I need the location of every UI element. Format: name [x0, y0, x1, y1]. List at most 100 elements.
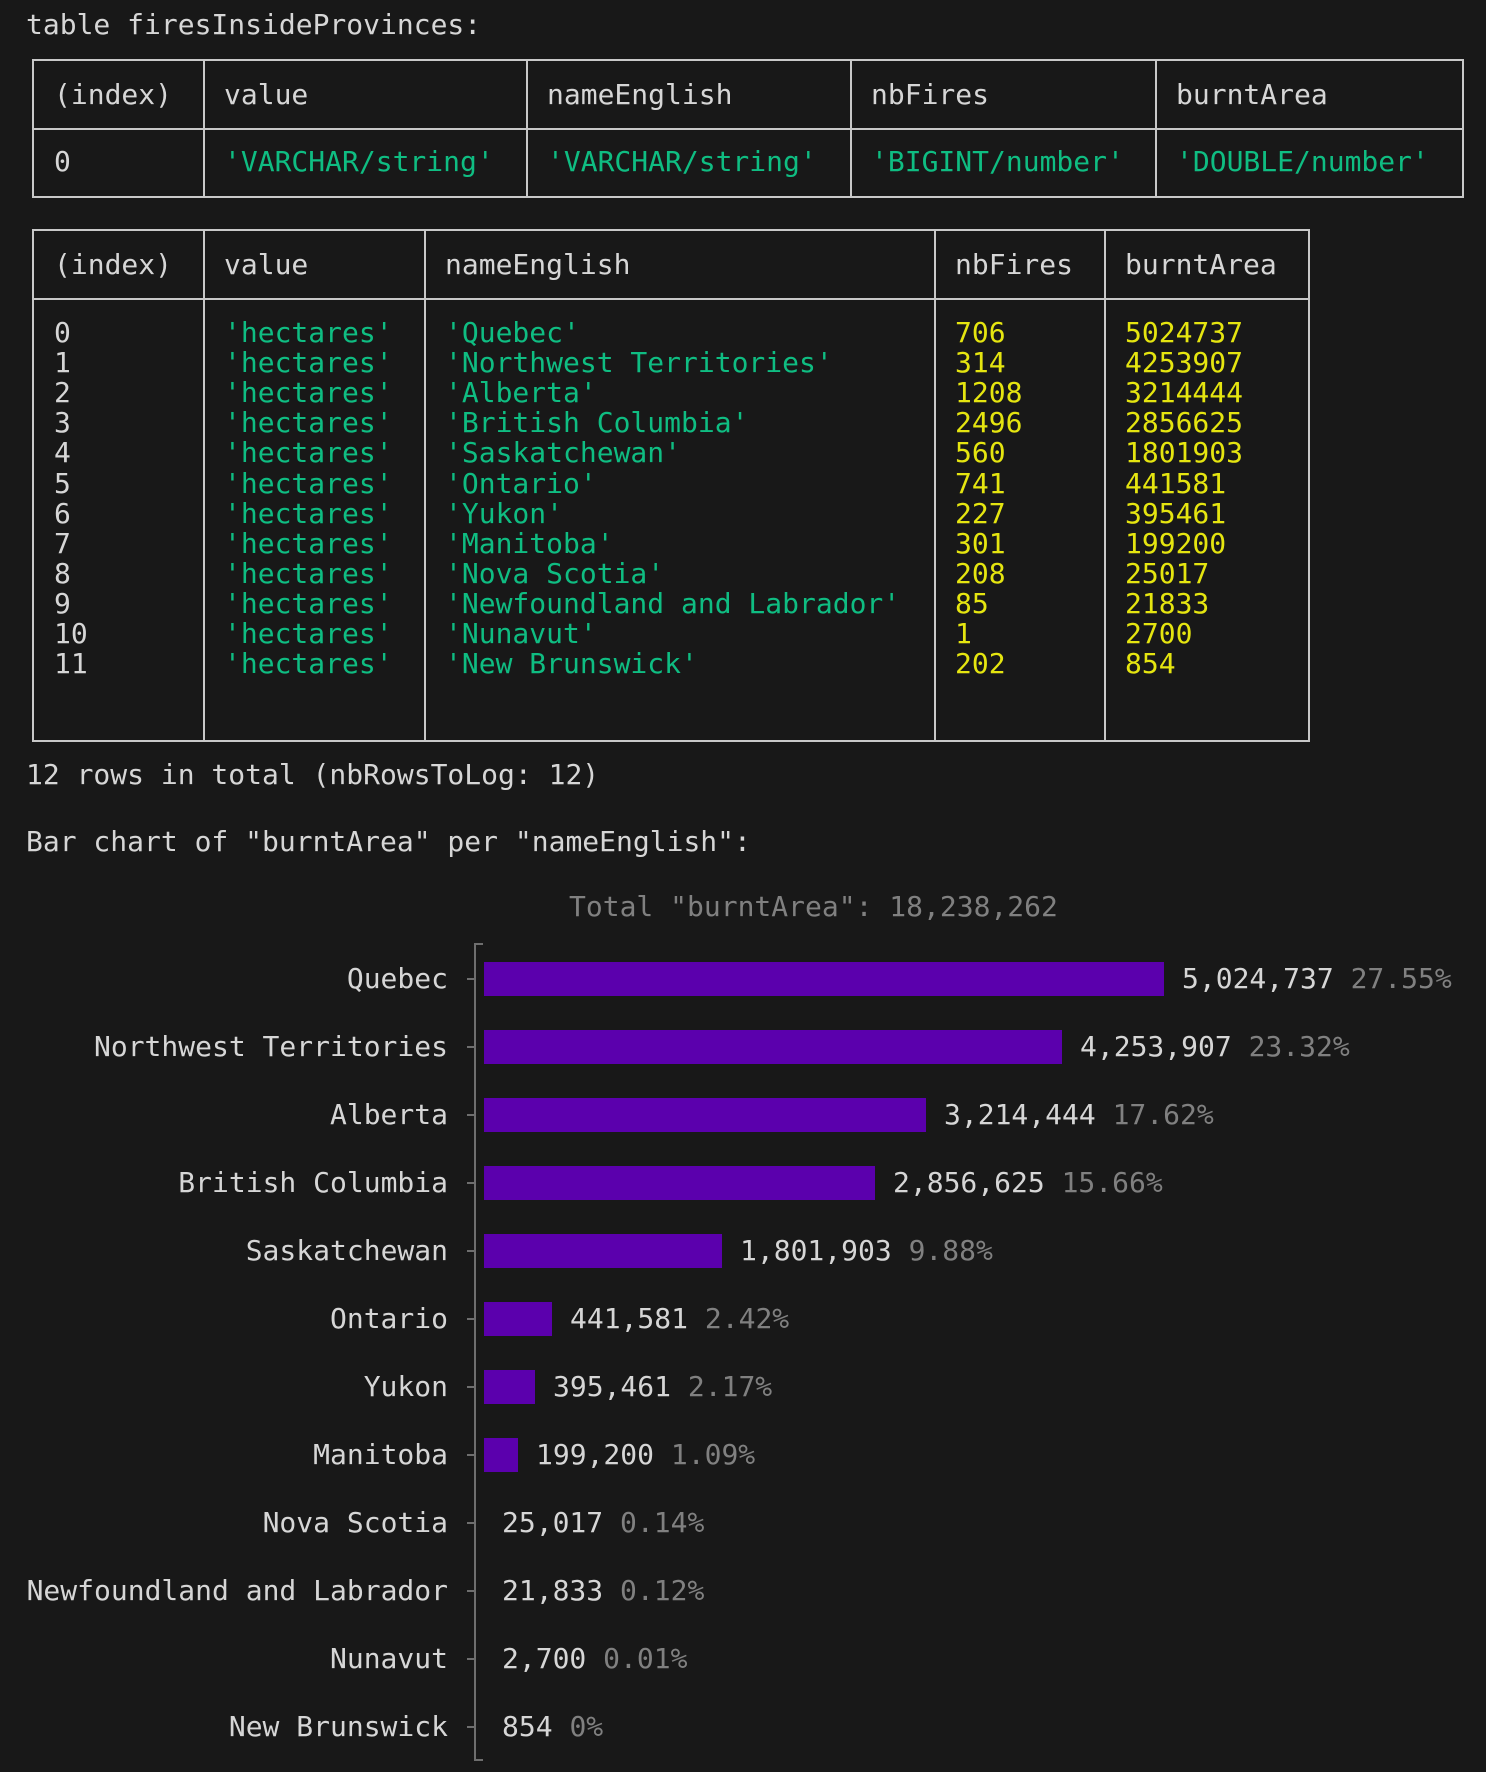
table-row: 10 'hectares' 'Nunavut' 1 2700 [34, 617, 1308, 650]
column-divider [203, 231, 205, 740]
value-text: 21,833 [502, 1574, 604, 1607]
axis-tick [467, 1046, 475, 1048]
cell-index: 7 [54, 526, 71, 560]
column-header-value: value [224, 248, 309, 281]
cell-value: 'hectares' [224, 586, 393, 620]
cell-index: 5 [54, 466, 71, 500]
cell-index: 8 [54, 556, 71, 590]
cell-name-english: 'British Columbia' [445, 406, 749, 440]
value-text: 2,700 [502, 1642, 587, 1675]
bar-value-label: 3,214,444 17.62% [944, 1098, 1214, 1132]
axis-tick [467, 1454, 475, 1456]
cell-value: 'hectares' [224, 617, 393, 650]
table-row: 6 'hectares' 'Yukon' 227 395461 [34, 497, 1308, 530]
cell-index: 1 [54, 346, 71, 380]
cell-name-english: 'Quebec' [445, 316, 580, 349]
bar-value-label: 5,024,737 27.55% [1182, 962, 1452, 996]
table-row: 8 'hectares' 'Nova Scotia' 208 25017 [34, 557, 1308, 590]
cell-value: 'hectares' [224, 316, 393, 349]
bar-value-label: 199,200 1.09% [536, 1438, 755, 1472]
column-divider [934, 231, 936, 740]
axis-tick [467, 1250, 475, 1252]
chart-title: Total "burntArea": 18,238,262 [569, 890, 1058, 923]
axis-tick [467, 1726, 475, 1728]
cell-nb-fires: 1208 [955, 376, 1023, 410]
cell-index: 4 [54, 436, 71, 470]
value-text: 199,200 [536, 1438, 655, 1471]
table-row: 3 'hectares' 'British Columbia' 2496 2856625 [34, 406, 1308, 439]
cell-name-english: 'Northwest Territories' [445, 346, 833, 380]
cell-nb-fires: 1 [955, 617, 972, 650]
cell-burnt-area: 4253907 [1125, 346, 1244, 380]
cell-value: 'hectares' [224, 556, 393, 590]
bar-value-label: 2,700 0.01% [502, 1642, 687, 1676]
cell-index: 0 [54, 316, 71, 349]
column-divider [1155, 61, 1157, 196]
column-divider [526, 61, 528, 196]
cell-index: 3 [54, 406, 71, 440]
cell-name-english: 'New Brunswick' [445, 647, 698, 681]
table-title: table firesInsideProvinces: [26, 8, 482, 41]
bar-value-label: 395,461 2.17% [553, 1370, 772, 1404]
bar-value-label: 4,253,907 23.32% [1080, 1030, 1350, 1064]
percent-text: 15.66% [1061, 1166, 1163, 1199]
bar-value-label: 854 0% [502, 1710, 603, 1744]
cell-nb-fires: 560 [955, 436, 1006, 470]
bar [484, 1302, 552, 1336]
bar [484, 1438, 518, 1472]
cell-value: 'hectares' [224, 406, 393, 440]
bar-value-label: 2,856,625 15.66% [893, 1166, 1163, 1200]
category-label: Nunavut [329, 1642, 448, 1675]
type-cell-nb-fires: 'BIGINT/number' [871, 145, 1124, 178]
table-row: 5 'hectares' 'Ontario' 741 441581 [34, 467, 1308, 500]
bar-value-label: 25,017 0.14% [502, 1506, 704, 1540]
category-label: British Columbia [178, 1166, 448, 1199]
value-text: 5,024,737 [1182, 962, 1334, 995]
column-header-name-english: nameEnglish [547, 78, 733, 111]
cell-name-english: 'Nunavut' [445, 617, 597, 650]
cell-name-english: 'Saskatchewan' [445, 436, 682, 470]
category-label: Saskatchewan [245, 1234, 448, 1267]
cell-index: 2 [54, 376, 71, 410]
cell-name-english: 'Alberta' [445, 376, 597, 410]
y-axis-bottom-cap [474, 1759, 483, 1761]
cell-nb-fires: 85 [955, 586, 989, 620]
chart-heading: Bar chart of "burntArea" per "nameEnglis… [26, 825, 751, 858]
cell-nb-fires: 314 [955, 346, 1006, 380]
bar-value-label: 1,801,903 9.88% [740, 1234, 993, 1268]
table-row: 7 'hectares' 'Manitoba' 301 199200 [34, 527, 1308, 560]
table-row: 0 'hectares' 'Quebec' 706 5024737 [34, 316, 1308, 349]
cell-burnt-area: 5024737 [1125, 316, 1244, 349]
percent-text: 23.32% [1248, 1030, 1350, 1063]
column-header-value: value [224, 78, 309, 111]
cell-burnt-area: 1801903 [1125, 436, 1244, 470]
percent-text: 0% [569, 1710, 604, 1743]
table-row: 9 'hectares' 'Newfoundland and Labrador' 85… [34, 587, 1308, 620]
axis-tick [467, 1522, 475, 1524]
column-header-index: (index) [54, 248, 173, 281]
type-cell-value: 'VARCHAR/string' [224, 145, 494, 178]
bar [484, 1030, 1062, 1064]
column-divider [1104, 231, 1106, 740]
type-cell-name-english: 'VARCHAR/string' [547, 145, 817, 178]
column-header-nb-fires: nbFires [955, 248, 1074, 281]
category-label: Newfoundland and Labrador [26, 1574, 448, 1607]
data-table: (index) value nameEnglish nbFires burntArea 0… [32, 229, 1310, 742]
cell-burnt-area: 441581 [1125, 466, 1227, 500]
axis-tick [467, 1114, 475, 1116]
bar [484, 1234, 722, 1268]
header-divider [34, 298, 1308, 300]
cell-burnt-area: 2700 [1125, 617, 1193, 650]
column-header-index: (index) [54, 78, 173, 111]
axis-tick [467, 1182, 475, 1184]
cell-value: 'hectares' [224, 466, 393, 500]
column-divider [424, 231, 426, 740]
category-label: Alberta [329, 1098, 448, 1131]
value-text: 441,581 [570, 1302, 689, 1335]
cell-value: 'hectares' [224, 346, 393, 380]
axis-tick [467, 978, 475, 980]
cell-burnt-area: 21833 [1125, 586, 1210, 620]
cell-value: 'hectares' [224, 436, 393, 470]
category-label: Manitoba [313, 1438, 448, 1471]
bar-value-label: 21,833 0.12% [502, 1574, 704, 1608]
